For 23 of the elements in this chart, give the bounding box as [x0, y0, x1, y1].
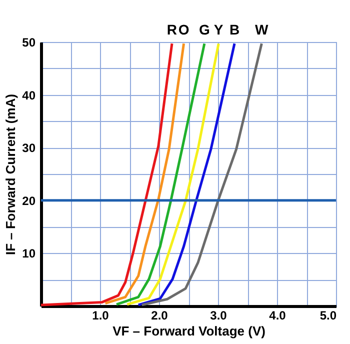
series-label: O	[178, 22, 190, 38]
series-label: B	[229, 22, 240, 38]
y-tick-label: 10	[22, 246, 36, 261]
line-series	[126, 42, 220, 306]
y-tick-label: 20	[22, 194, 36, 208]
x-tick-label: 5.0	[320, 308, 337, 322]
line-series	[115, 42, 206, 306]
x-tick-label: 3.0	[210, 308, 228, 322]
series-label: G	[198, 22, 210, 38]
y-tick-label: 40	[22, 88, 36, 102]
line-series	[137, 42, 236, 306]
y-axis-title: IF – Forward Current (mA)	[3, 94, 18, 256]
x-tick-label: 2.0	[151, 308, 168, 322]
series-label: W	[255, 22, 270, 38]
x-tick-label: 1.0	[92, 308, 110, 322]
line-series	[104, 42, 186, 305]
series-label: R	[166, 22, 178, 38]
series-label: Y	[214, 22, 224, 38]
y-tick-label: 50	[22, 36, 36, 50]
y-tick-label: 30	[22, 141, 36, 156]
x-axis-title: VF – Forward Voltage (V)	[112, 324, 266, 338]
x-tick-label: 4.0	[269, 308, 286, 322]
line-series	[140, 42, 263, 306]
